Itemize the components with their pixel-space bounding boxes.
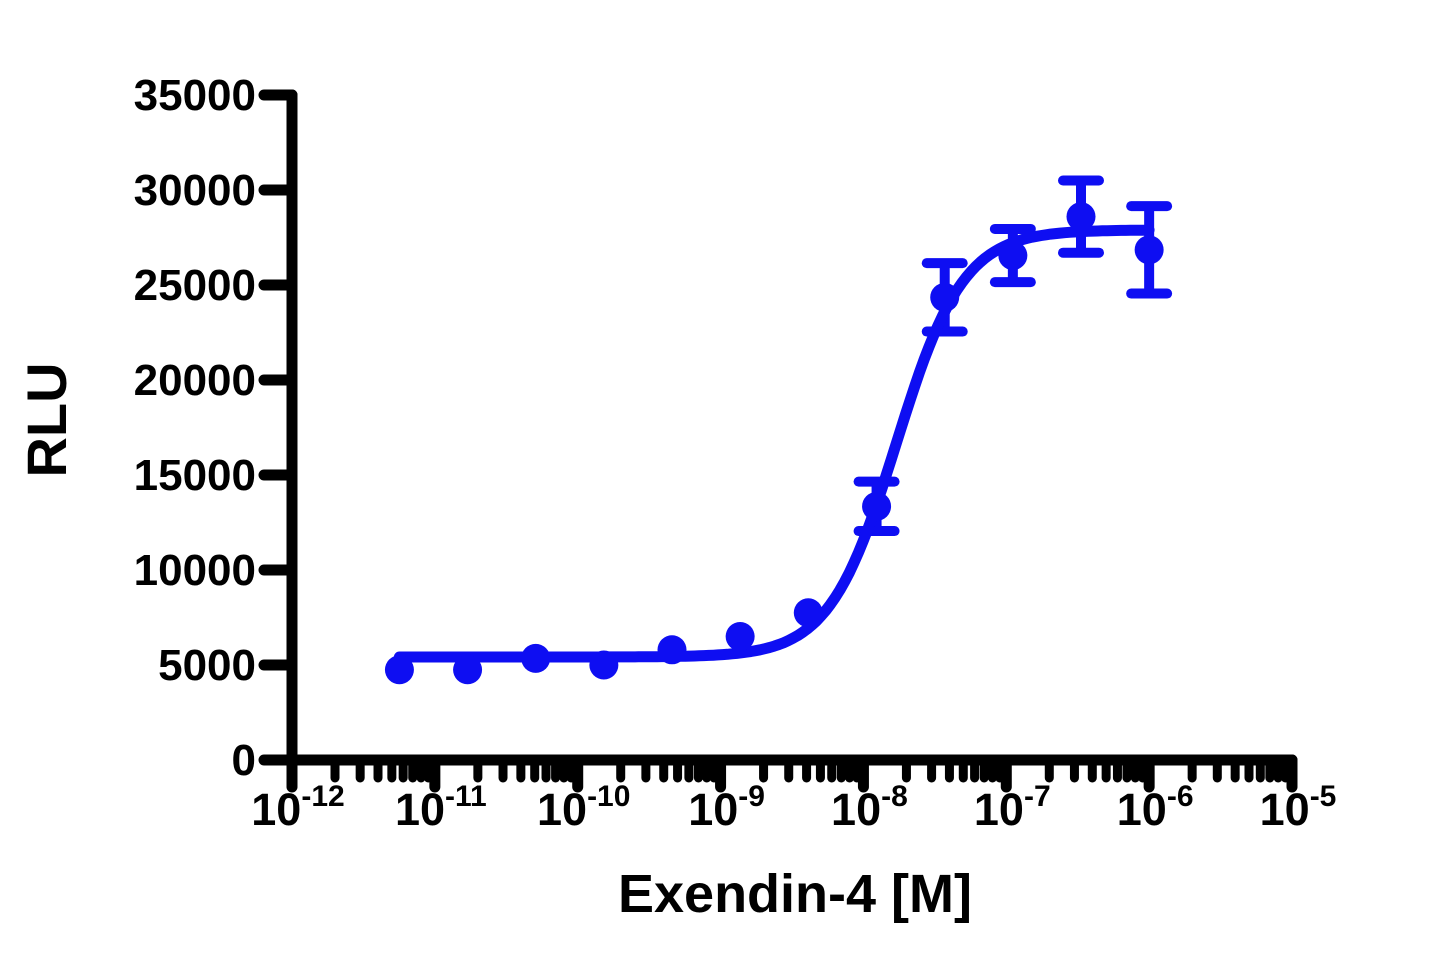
data-point <box>725 622 755 651</box>
x-tick-label: 10-5 <box>1260 780 1337 835</box>
y-tick-label: 30000 <box>134 166 256 215</box>
x-tick-label: 10-9 <box>688 780 765 835</box>
y-tick-label: 25000 <box>134 261 256 310</box>
data-point <box>589 650 619 680</box>
y-tick-label: 5000 <box>158 641 256 690</box>
x-tick-label: 10-12 <box>251 780 344 835</box>
y-tick-label: 15000 <box>134 451 256 500</box>
x-tick-label: 10-10 <box>537 780 630 835</box>
data-point <box>453 655 483 685</box>
data-point <box>657 635 687 665</box>
fit-curve <box>393 224 1155 663</box>
y-axis-title: RLU <box>15 362 78 477</box>
data-point <box>521 643 551 673</box>
data-point <box>1134 235 1164 265</box>
data-point <box>862 491 892 521</box>
x-axis-title: Exendin-4 [M] <box>618 864 972 924</box>
y-axis-ticks: 0 5000 10000 15000 20000 25000 30000 35000 <box>134 71 298 785</box>
x-axis-minor-ticks <box>330 756 1290 783</box>
y-tick-label: 10000 <box>134 546 256 595</box>
y-tick-label: 20000 <box>134 356 256 405</box>
data-point <box>998 241 1028 271</box>
x-tick-label: 10-11 <box>395 780 487 835</box>
data-point <box>384 655 414 685</box>
y-tick-label: 0 <box>232 736 256 785</box>
x-axis-ticks: 10-12 10-11 10-10 10-9 10-8 10-7 10-6 10-5 <box>251 754 1337 835</box>
x-tick-label: 10-6 <box>1117 780 1194 835</box>
x-tick-label: 10-7 <box>974 780 1051 835</box>
x-tick-label: 10-8 <box>831 780 908 835</box>
data-points <box>384 202 1164 685</box>
data-point <box>1066 202 1096 232</box>
data-point <box>930 282 960 312</box>
y-tick-label: 35000 <box>134 71 256 120</box>
data-point <box>793 598 823 628</box>
